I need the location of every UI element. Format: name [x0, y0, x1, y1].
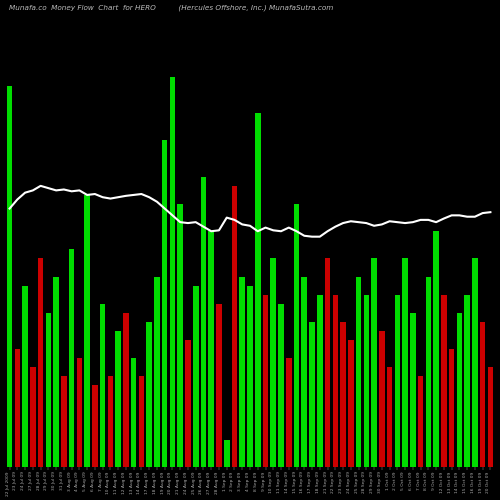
Bar	[224, 440, 230, 467]
Bar	[22, 286, 28, 467]
Bar	[170, 77, 175, 467]
Text: Munafa.co  Money Flow  Chart  for HERO          (Hercules Offshore, Inc.) Munafa: Munafa.co Money Flow Chart for HERO (Her…	[9, 4, 334, 11]
Bar	[294, 204, 300, 467]
Bar	[54, 276, 59, 467]
Bar	[123, 313, 128, 467]
Bar	[278, 304, 284, 467]
Bar	[456, 313, 462, 467]
Bar	[216, 304, 222, 467]
Bar	[402, 258, 408, 467]
Bar	[131, 358, 136, 467]
Bar	[356, 276, 362, 467]
Bar	[240, 276, 245, 467]
Bar	[309, 322, 315, 467]
Bar	[434, 231, 439, 467]
Bar	[7, 86, 12, 467]
Bar	[100, 304, 105, 467]
Bar	[387, 368, 392, 467]
Bar	[317, 295, 322, 467]
Bar	[325, 258, 330, 467]
Bar	[208, 231, 214, 467]
Bar	[146, 322, 152, 467]
Bar	[449, 349, 454, 467]
Bar	[348, 340, 354, 467]
Bar	[364, 295, 369, 467]
Bar	[379, 331, 384, 467]
Bar	[418, 376, 424, 467]
Bar	[178, 204, 183, 467]
Bar	[193, 286, 198, 467]
Bar	[480, 322, 486, 467]
Bar	[340, 322, 346, 467]
Bar	[38, 258, 44, 467]
Bar	[46, 313, 51, 467]
Bar	[262, 295, 268, 467]
Bar	[472, 258, 478, 467]
Bar	[61, 376, 66, 467]
Bar	[138, 376, 144, 467]
Bar	[488, 368, 493, 467]
Bar	[14, 349, 20, 467]
Bar	[116, 331, 121, 467]
Bar	[410, 313, 416, 467]
Bar	[200, 177, 206, 467]
Bar	[247, 286, 253, 467]
Bar	[426, 276, 431, 467]
Bar	[185, 340, 191, 467]
Bar	[30, 368, 36, 467]
Bar	[332, 295, 338, 467]
Bar	[108, 376, 113, 467]
Bar	[76, 358, 82, 467]
Bar	[162, 140, 168, 467]
Bar	[302, 276, 307, 467]
Bar	[286, 358, 292, 467]
Bar	[154, 276, 160, 467]
Bar	[372, 258, 377, 467]
Bar	[84, 195, 90, 467]
Bar	[441, 295, 446, 467]
Bar	[92, 386, 98, 467]
Bar	[69, 250, 74, 467]
Bar	[232, 186, 237, 467]
Bar	[255, 114, 260, 467]
Bar	[394, 295, 400, 467]
Bar	[270, 258, 276, 467]
Bar	[464, 295, 470, 467]
